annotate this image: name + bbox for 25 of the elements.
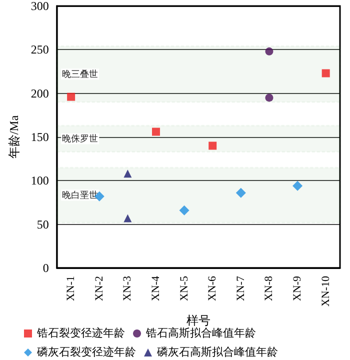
y-tick-label: 100: [30, 174, 49, 188]
x-tick-label: XN-1: [65, 276, 78, 302]
x-tick-label: XN-3: [122, 276, 134, 302]
band-label: 晚侏罗世: [62, 134, 98, 144]
y-tick-label: 250: [30, 42, 49, 57]
y-tick-label: 300: [30, 0, 49, 13]
y-tick-label: 150: [30, 130, 49, 144]
x-tick-label: XN-6: [206, 276, 219, 302]
x-tick-label: XN-5: [178, 276, 190, 302]
x-tick-label: XN-9: [292, 276, 304, 302]
x-tick-label: XN-10: [320, 276, 332, 307]
x-tick-label: XN-4: [150, 276, 162, 302]
x-axis-title: 样号: [186, 313, 210, 328]
legend-label: 锆石裂变径迹年龄: [36, 326, 125, 340]
x-tick-label: XN-7: [234, 276, 247, 302]
x-tick-label: XN-2: [93, 276, 106, 302]
legend-label: 锆石高斯拟合峰值年龄: [145, 326, 256, 340]
y-axis-title: 年龄/Ma: [7, 114, 21, 159]
x-tick-label: XN-8: [263, 276, 276, 302]
legend-label: 磷灰石裂变径迹年龄: [36, 346, 136, 358]
y-tick-label: 50: [36, 217, 49, 232]
y-tick-label: 0: [42, 261, 49, 275]
band-label: 晚三叠世: [62, 69, 98, 80]
y-tick-label: 200: [30, 86, 49, 100]
legend-label: 磷灰石高斯拟合峰值年龄: [156, 346, 278, 358]
